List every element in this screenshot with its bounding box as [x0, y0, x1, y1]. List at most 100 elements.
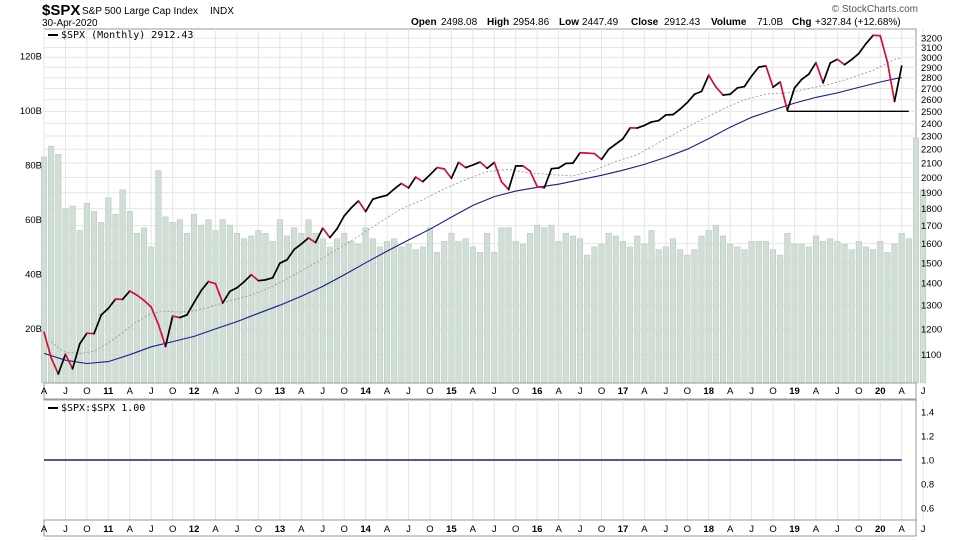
ticker-symbol: $SPX: [42, 2, 80, 19]
volume-tick-label: 20B: [25, 324, 42, 335]
x-tick-label: 13: [275, 524, 286, 535]
price-segment: [507, 165, 517, 191]
volume-bar: [426, 227, 433, 384]
exchange-label: INDX: [210, 6, 234, 17]
price-segment: [750, 66, 760, 77]
volume-bar: [712, 224, 719, 384]
price-segment: [78, 332, 88, 345]
low-value: 2447.49: [582, 17, 619, 28]
x-tick-label: A: [899, 386, 906, 397]
volume-bar: [812, 235, 819, 384]
volume-bar: [827, 238, 834, 384]
price-segment: [607, 143, 617, 151]
x-tick-label: A: [899, 524, 906, 535]
price-segment: [593, 152, 603, 161]
volume-bar: [877, 241, 884, 384]
volume-bar: [634, 235, 641, 384]
price-segment: [829, 58, 839, 64]
price-tick-label: 2000: [921, 173, 942, 184]
price-segment: [136, 294, 145, 302]
price-segment: [279, 258, 288, 265]
change-label: Chg: [792, 17, 811, 28]
x-tick-label: 14: [360, 386, 371, 397]
price-segment: [479, 161, 488, 170]
price-segment: [236, 280, 245, 289]
price-segment: [636, 124, 646, 129]
price-segment: [843, 58, 853, 66]
price-segment: [228, 286, 238, 293]
x-tick-label: O: [426, 524, 433, 535]
price-segment: [614, 137, 624, 145]
volume-bar: [305, 219, 312, 384]
volume-bar: [627, 246, 634, 384]
price-segment: [736, 85, 746, 89]
volume-bar: [527, 233, 534, 384]
x-tick-label: O: [83, 386, 90, 397]
volume-bar: [241, 238, 248, 384]
volume-bar: [126, 211, 133, 384]
volume-bar: [505, 227, 512, 384]
price-segment: [572, 151, 581, 165]
price-segment: [450, 161, 460, 180]
close-value: 2912.43: [664, 17, 701, 28]
price-segment: [536, 185, 546, 189]
price-tick-label: 1800: [921, 204, 942, 215]
ohlc-readout: Open 2498.08 High 2954.86 Low 2447.49 Cl…: [411, 17, 901, 28]
price-segment: [765, 65, 774, 89]
volume-bar: [326, 246, 333, 384]
volume-bar: [348, 241, 355, 384]
volume-bar: [691, 249, 698, 384]
price-tick-label: 1500: [921, 258, 942, 269]
x-tick-label: J: [578, 524, 583, 535]
price-segment: [364, 198, 374, 213]
ma-short-line: [50, 57, 902, 354]
volume-bar: [619, 241, 626, 384]
volume-bar: [362, 227, 369, 384]
x-tick-label: O: [769, 524, 776, 535]
x-tick-label: J: [320, 386, 325, 397]
x-tick-label: 12: [189, 386, 200, 397]
volume-bar: [862, 246, 869, 384]
x-tick-label: A: [298, 524, 305, 535]
volume-bar: [212, 230, 219, 384]
price-segment: [679, 101, 689, 110]
price-segment: [336, 215, 346, 230]
volume-bar: [884, 252, 891, 384]
price-segment: [757, 65, 767, 68]
price-segment: [436, 166, 446, 170]
x-tick-label: J: [663, 386, 668, 397]
volume-bar: [76, 230, 83, 384]
volume-bar: [462, 238, 469, 384]
volume-value: 71.0B: [757, 17, 783, 28]
price-segment: [672, 108, 681, 116]
volume-bar: [791, 243, 798, 384]
price-segment: [414, 176, 424, 183]
price-segment: [800, 73, 810, 81]
volume-bar: [770, 249, 777, 384]
price-tick-label: 1400: [921, 279, 942, 290]
volume-bar: [412, 249, 419, 384]
volume-bar: [255, 230, 262, 384]
x-tick-label: A: [641, 524, 648, 535]
price-segment: [557, 162, 567, 169]
price-segment: [686, 93, 696, 104]
volume-bar: [548, 224, 555, 384]
price-segment: [779, 81, 789, 112]
price-segment: [443, 168, 453, 180]
volume-bar: [920, 189, 927, 384]
price-segment: [100, 307, 110, 316]
price-segment: [493, 161, 503, 183]
price-segment: [472, 161, 481, 166]
price-tick-label: 2900: [921, 63, 942, 74]
price-segment: [379, 194, 388, 198]
volume-bar: [41, 156, 47, 384]
volume-bar: [798, 243, 805, 384]
volume-bar: [805, 246, 812, 384]
x-tick-label: O: [684, 524, 691, 535]
volume-bar: [555, 241, 562, 384]
volume-bar: [577, 238, 584, 384]
volume-bar: [169, 222, 176, 384]
volume-tick-label: 120B: [20, 52, 42, 63]
price-segment: [522, 165, 531, 172]
x-tick-label: A: [41, 386, 48, 397]
